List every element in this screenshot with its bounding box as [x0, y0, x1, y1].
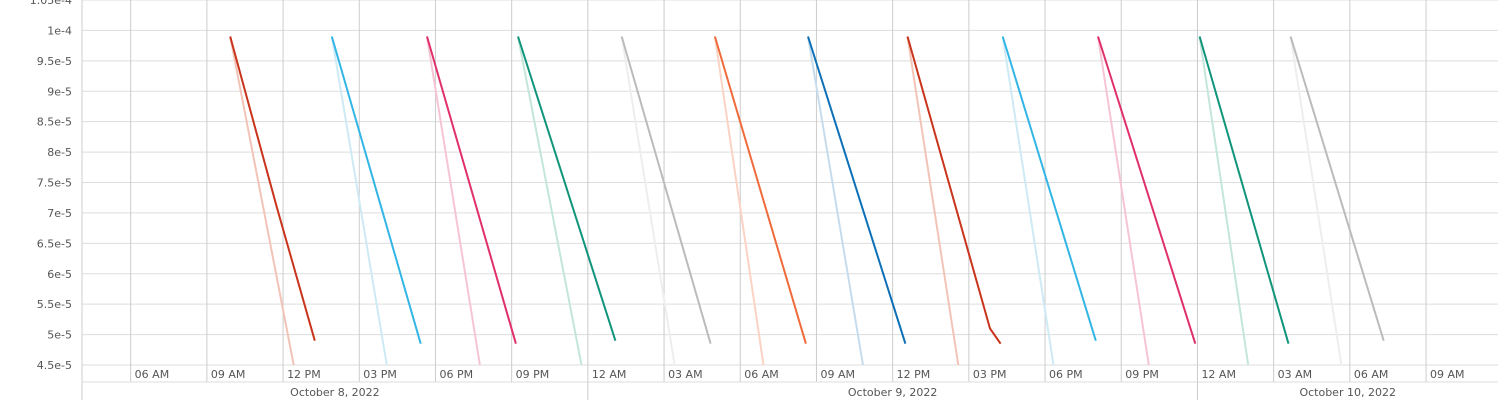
series-line: [807, 36, 864, 366]
y-tick-label: 6.5e-5: [37, 237, 72, 250]
y-tick-label: 1e-4: [47, 24, 72, 37]
series-line: [1001, 36, 1055, 366]
horizontal-gridlines: [82, 0, 1498, 366]
x-tick-label: 09 AM: [211, 368, 246, 381]
series-line: [906, 36, 960, 366]
x-tick-label: 06 AM: [135, 368, 170, 381]
x-tick-label: 06 AM: [1354, 368, 1389, 381]
x-tick-label: 12 PM: [897, 368, 931, 381]
series-line: [330, 36, 388, 366]
date-label: October 8, 2022: [290, 386, 380, 399]
series-line: [517, 36, 617, 342]
date-axis: October 8, 2022 October 9, 2022 October 10…: [290, 382, 1396, 400]
y-tick-label: 5e-5: [47, 329, 72, 342]
series-line: [1198, 36, 1290, 344]
series-lines: [229, 36, 1385, 366]
series-line: [1097, 36, 1197, 345]
x-axis: 06 AM 09 AM 12 PM 03 PM 06 PM 09 PM 12 AM 03 AM…: [82, 368, 1498, 383]
x-tick-label: 09 AM: [1430, 368, 1465, 381]
series-line: [426, 36, 481, 366]
series-line: [1001, 36, 1097, 341]
vertical-gridlines: [81, 0, 1427, 400]
x-tick-label: 03 PM: [363, 368, 397, 381]
series-line: [807, 36, 907, 345]
series-line: [713, 36, 765, 366]
y-tick-label: 7.5e-5: [37, 177, 72, 190]
y-tick-label: 9e-5: [47, 85, 72, 98]
y-tick-label: 6e-5: [47, 268, 72, 281]
x-tick-label: 09 PM: [516, 368, 550, 381]
series-line: [229, 36, 295, 366]
x-tick-label: 03 PM: [973, 368, 1007, 381]
series-line: [229, 36, 316, 341]
x-tick-label: 03 AM: [668, 368, 703, 381]
series-line: [426, 36, 517, 344]
series-line: [330, 36, 422, 344]
x-tick-label: 06 PM: [439, 368, 473, 381]
date-label: October 10, 2022: [1299, 386, 1396, 399]
series-line: [1097, 36, 1150, 366]
x-tick-label: 09 PM: [1125, 368, 1159, 381]
series-line: [1198, 36, 1250, 366]
series-line: [1289, 36, 1385, 341]
y-tick-label: 7e-5: [47, 207, 72, 220]
y-tick-label: 9.5e-5: [37, 55, 72, 68]
x-tick-label: 12 AM: [1201, 368, 1236, 381]
date-label: October 9, 2022: [848, 386, 938, 399]
series-line: [620, 36, 676, 366]
x-tick-label: 06 AM: [744, 368, 779, 381]
series-line: [906, 36, 1002, 345]
y-axis: 1.05e-4 1e-4 9.5e-5 9e-5 8.5e-5 8e-5 7.5e-5 7e-…: [30, 0, 72, 372]
y-tick-label: 8e-5: [47, 146, 72, 159]
y-tick-label: 1.05e-4: [30, 0, 72, 7]
series-line: [1289, 36, 1343, 366]
y-tick-label: 4.5e-5: [37, 359, 72, 372]
series-line: [620, 36, 712, 344]
y-tick-label: 8.5e-5: [37, 116, 72, 129]
x-tick-label: 03 AM: [1278, 368, 1313, 381]
x-tick-label: 12 PM: [287, 368, 321, 381]
x-tick-label: 12 AM: [592, 368, 627, 381]
series-line: [713, 36, 807, 344]
x-tick-label: 06 PM: [1049, 368, 1083, 381]
x-tick-label: 09 AM: [820, 368, 855, 381]
series-line: [517, 36, 583, 366]
y-tick-label: 5.5e-5: [37, 298, 72, 311]
